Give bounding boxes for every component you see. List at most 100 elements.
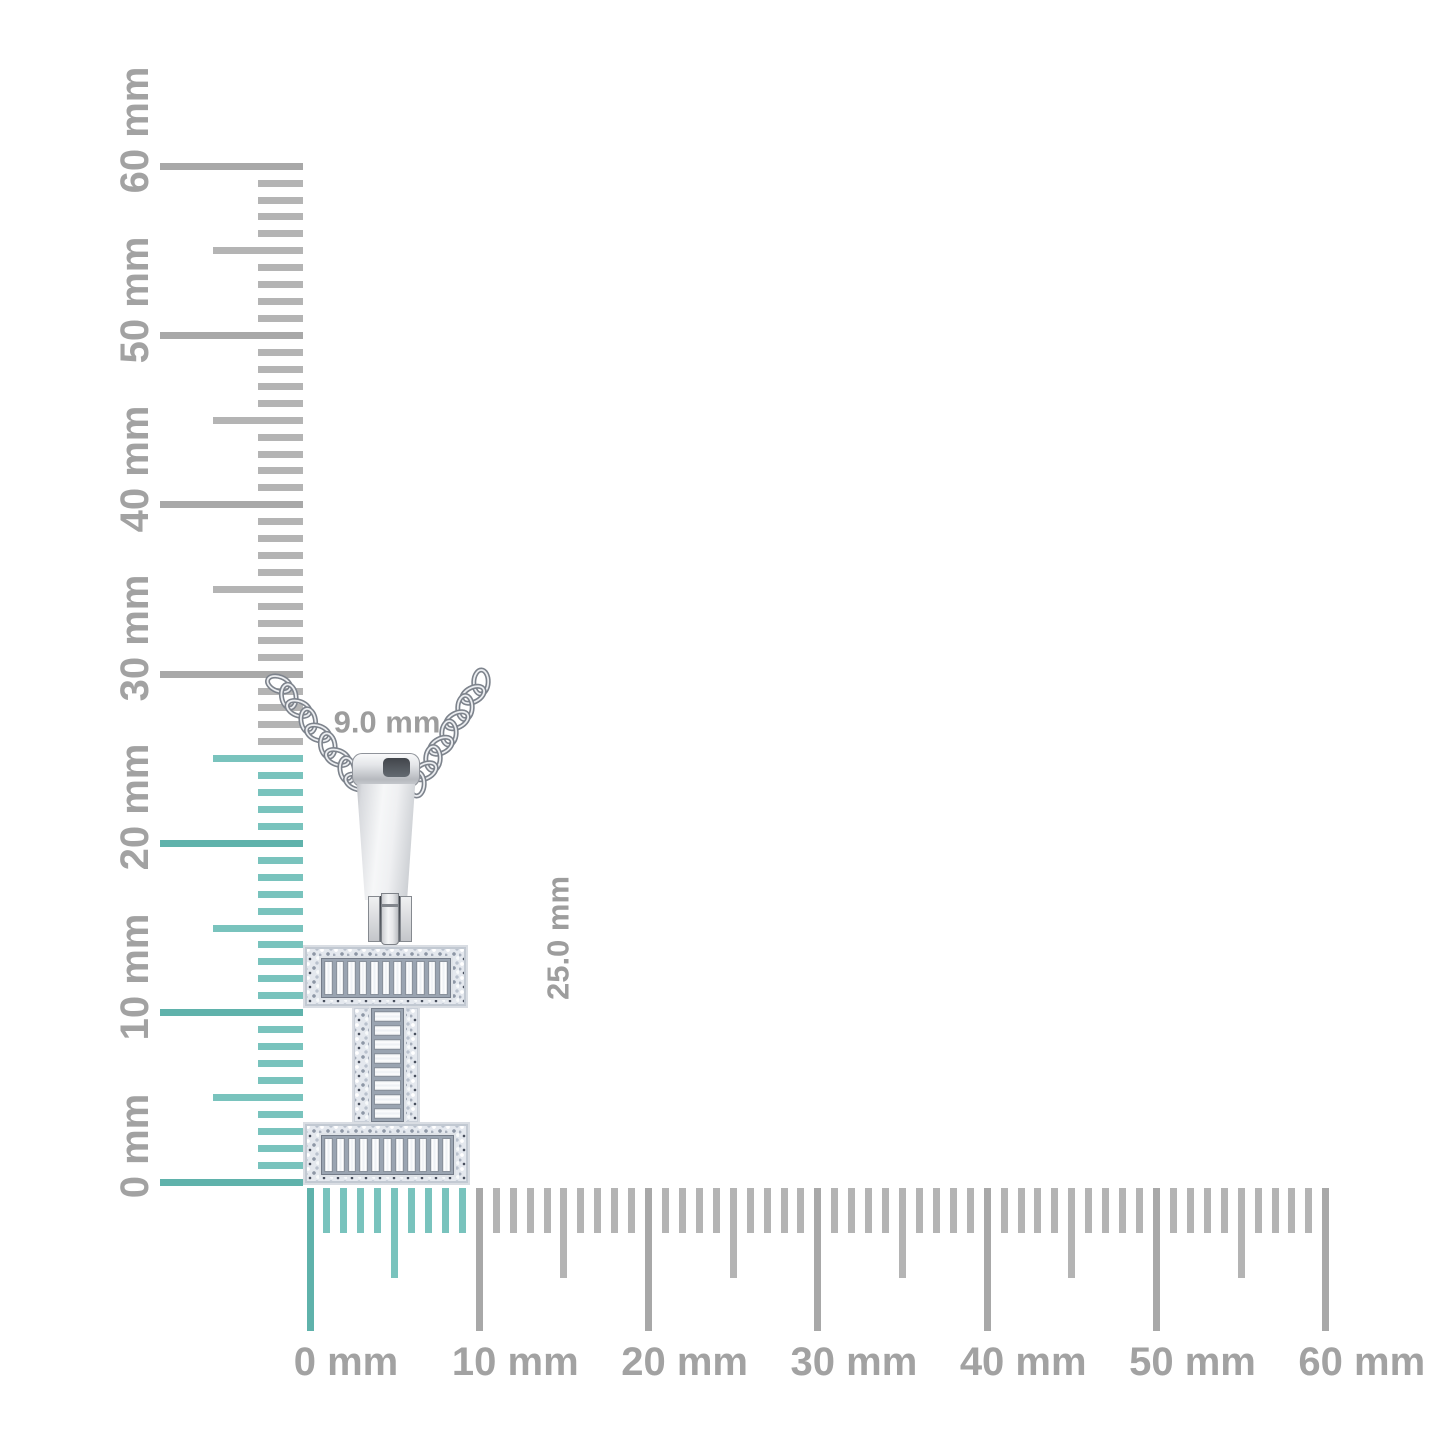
baguette-stone [374,1052,401,1064]
top-bar-baguette-row [321,958,451,998]
horizontal-ruler-tick [543,1188,551,1233]
vertical-ruler-tick [213,247,303,255]
chain-link [286,699,311,718]
vertical-ruler-tick [258,535,303,543]
horizontal-ruler-tick [729,1188,737,1278]
vertical-ruler-tick [213,1093,303,1101]
horizontal-ruler-tick [932,1188,940,1233]
baguette-stone [442,1138,451,1172]
vertical-ruler-tick [258,890,303,898]
horizontal-ruler-tick [1051,1188,1059,1233]
chain-link [319,732,336,759]
vertical-ruler-tick [258,196,303,204]
chain-link [300,707,317,734]
vertical-ruler-tick [258,602,303,610]
horizontal-ruler-tick [1136,1188,1144,1233]
baguette-stone [335,961,345,995]
vertical-ruler-tick [258,1026,303,1034]
horizontal-ruler-tick [526,1188,534,1233]
horizontal-ruler-tick [678,1188,686,1233]
baguette-stone [418,1138,428,1172]
horizontal-ruler-tick [899,1188,907,1278]
vertical-ruler-tick [258,704,303,712]
horizontal-ruler-tick [408,1188,416,1233]
horizontal-ruler-tick [1254,1188,1262,1233]
vertical-ruler-tick [258,907,303,915]
vertical-ruler-tick [258,941,303,949]
horizontal-ruler-tick [1000,1188,1008,1233]
vertical-ruler-tick [258,365,303,373]
horizontal-ruler-label: 10 mm [451,1340,579,1384]
baguette-stone [430,1138,440,1172]
horizontal-ruler-label: 40 mm [959,1340,1087,1384]
vertical-ruler-tick [258,315,303,323]
bail-opening-shadow [382,758,411,777]
chain-link [325,748,350,767]
baguette-stone [324,1138,333,1172]
horizontal-ruler-tick [1153,1188,1160,1331]
baguette-stone [393,961,402,995]
vertical-ruler-tick [258,822,303,830]
horizontal-ruler-label: 50 mm [1129,1340,1256,1384]
horizontal-ruler-tick [391,1188,399,1278]
horizontal-ruler-tick [746,1188,754,1233]
baguette-stone [404,961,414,995]
horizontal-ruler-tick [1119,1188,1127,1233]
baguette-stone [394,1138,404,1172]
horizontal-ruler-tick [1169,1188,1177,1233]
chain-link [305,724,331,742]
horizontal-ruler-tick [645,1188,653,1331]
horizontal-ruler-tick [492,1188,500,1233]
horizontal-ruler-tick [1085,1188,1093,1233]
vertical-ruler-tick [258,230,303,238]
vertical-ruler-tick [258,1110,303,1118]
horizontal-ruler-tick [848,1188,856,1233]
baguette-stone [374,1108,401,1119]
vertical-ruler-tick [160,332,303,339]
horizontal-ruler-tick [1034,1188,1042,1233]
horizontal-ruler-tick [712,1188,720,1233]
baguette-stone [371,1138,381,1172]
vertical-ruler-tick [258,1059,303,1067]
vertical-ruler-tick [160,501,303,509]
horizontal-ruler-tick [1322,1188,1330,1331]
hinge-tongue [381,893,399,945]
horizontal-ruler-tick [458,1188,466,1233]
horizontal-ruler-tick [865,1188,873,1233]
baguette-stone [374,1011,401,1022]
baguette-stone [374,1024,401,1036]
horizontal-ruler-tick [1186,1188,1194,1233]
baguette-stone [324,961,333,995]
chain-link [460,685,486,705]
horizontal-ruler-tick [509,1188,517,1233]
baguette-stone [381,961,391,995]
vertical-ruler-tick [258,806,303,814]
horizontal-ruler-tick [1203,1188,1211,1233]
chain-link [444,710,470,730]
horizontal-ruler-tick [1305,1188,1313,1233]
vertical-ruler-tick [258,518,303,526]
horizontal-ruler-tick [797,1188,805,1233]
vertical-ruler-tick [160,162,303,170]
baguette-stone [427,961,437,995]
vertical-ruler-tick [258,552,303,560]
horizontal-ruler-tick [1237,1188,1245,1278]
vertical-ruler-tick [258,619,303,627]
horizontal-ruler-tick [1271,1188,1279,1233]
horizontal-ruler-tick [628,1188,636,1233]
horizontal-ruler-tick [1220,1188,1228,1233]
baguette-stone [359,1138,369,1172]
vertical-ruler-tick [160,670,303,678]
vertical-ruler-tick [258,569,303,577]
vertical-ruler-tick [258,721,303,729]
horizontal-ruler-tick [374,1188,382,1233]
horizontal-ruler-tick [357,1188,365,1233]
horizontal-ruler-tick [966,1188,974,1233]
vertical-ruler-tick [258,873,303,881]
bottom-bar-baguette-row [321,1135,454,1175]
horizontal-ruler-tick [695,1188,703,1233]
vertical-ruler-tick [258,382,303,390]
horizontal-ruler-tick [1068,1188,1076,1278]
horizontal-ruler-tick [475,1188,483,1331]
